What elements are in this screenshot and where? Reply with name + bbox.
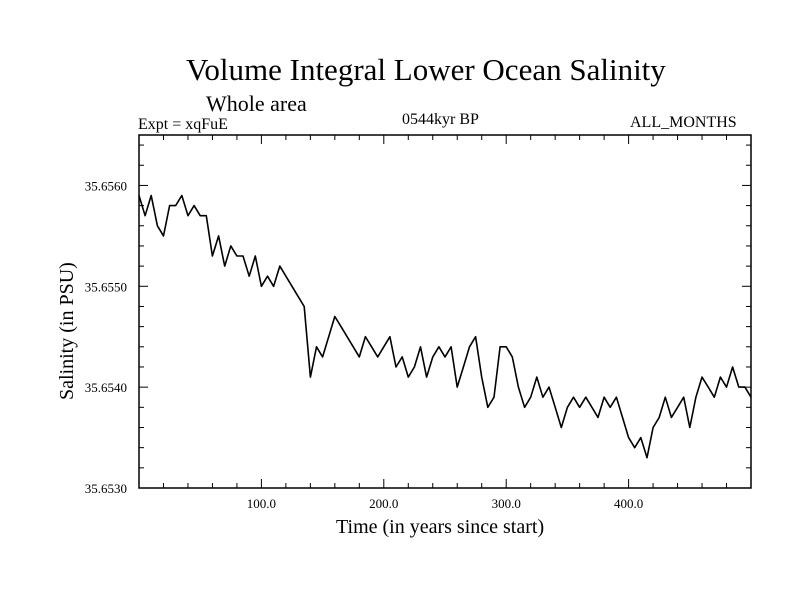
period-label: 0544kyr BP bbox=[402, 111, 479, 128]
y-tick-label: 35.6560 bbox=[85, 178, 127, 193]
experiment-label: Expt = xqFuE bbox=[138, 116, 228, 133]
y-tick-label: 35.6530 bbox=[85, 481, 127, 496]
months-label: ALL_MONTHS bbox=[630, 114, 737, 131]
y-axis-label: Salinity (in PSU) bbox=[56, 262, 78, 400]
y-tick-label: 35.6550 bbox=[85, 279, 127, 294]
x-tick-label: 200.0 bbox=[369, 496, 398, 511]
plot-frame bbox=[138, 134, 752, 489]
series-line-salinity bbox=[138, 194, 752, 459]
x-tick-label: 100.0 bbox=[247, 496, 276, 511]
tick-labels-layer: 100.0 200.0 300.0 400.0 35.6530 35.6540 35.655… bbox=[85, 178, 643, 511]
chart-title: Volume Integral Lower Ocean Salinity bbox=[186, 52, 666, 87]
ticks-layer bbox=[139, 135, 751, 488]
x-tick-label: 400.0 bbox=[614, 496, 643, 511]
x-tick-label: 300.0 bbox=[492, 496, 521, 511]
y-tick-label: 35.6540 bbox=[85, 380, 127, 395]
chart-subtitle: Whole area bbox=[206, 91, 307, 116]
x-axis-label: Time (in years since start) bbox=[336, 516, 545, 538]
series-layer bbox=[138, 194, 752, 459]
